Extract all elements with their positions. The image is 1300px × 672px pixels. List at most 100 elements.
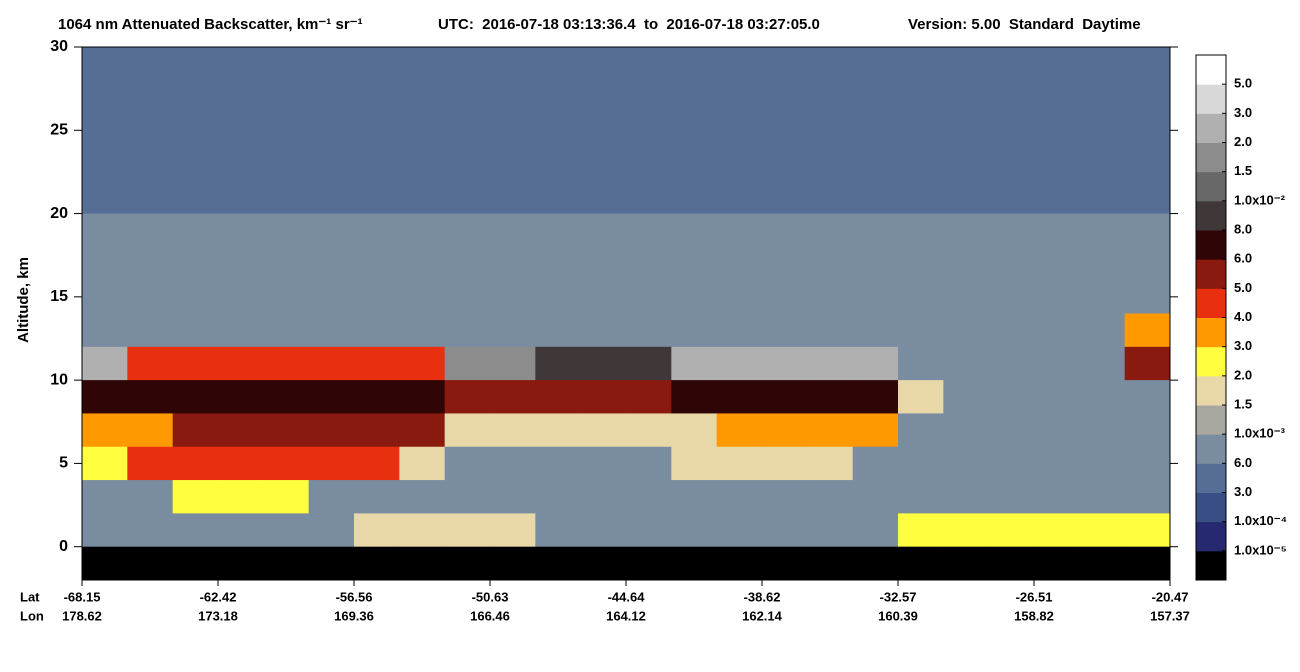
heat-cell: [444, 113, 491, 148]
heat-cell: [716, 413, 763, 448]
heat-cell: [1034, 346, 1080, 381]
heat-cell: [127, 346, 174, 381]
heat-cell: [444, 213, 491, 248]
heat-cell: [399, 180, 446, 215]
heat-cell: [172, 246, 219, 281]
heat-cell: [308, 213, 355, 248]
x-tick-label: 178.62: [62, 608, 102, 623]
heat-cell: [1124, 380, 1171, 414]
heat-cell: [490, 280, 536, 314]
colorbar-cell: [1196, 550, 1226, 581]
heat-cell: [172, 313, 219, 348]
heat-cell: [807, 180, 854, 215]
heat-cell: [172, 480, 219, 514]
heat-cell: [263, 346, 310, 381]
heat-cell: [671, 346, 718, 381]
heat-cell: [490, 146, 536, 181]
heat-cell: [852, 380, 899, 414]
heat-cell: [626, 513, 672, 548]
heat-cell: [943, 513, 990, 548]
heat-cell: [82, 480, 128, 514]
heat-cell: [943, 113, 990, 148]
heat-cell: [399, 546, 446, 581]
colorbar-tick-label: 3.0: [1234, 105, 1252, 120]
colorbar-tick-label: 8.0: [1234, 221, 1252, 236]
colorbar-tick-label: 6.0: [1234, 455, 1252, 470]
heat-cell: [535, 246, 582, 281]
heat-cell: [671, 213, 718, 248]
colorbar-tick-label: 1.0x10⁻³: [1234, 426, 1286, 441]
heat-cell: [172, 80, 219, 115]
heat-cell: [988, 113, 1035, 148]
heat-cell: [444, 546, 491, 581]
heat-cell: [807, 380, 854, 414]
heat-cell: [127, 313, 174, 348]
heat-cell: [988, 380, 1035, 414]
heat-cell: [898, 180, 944, 215]
heat-cell: [399, 413, 446, 448]
colorbar-tick-label: 3.0: [1234, 484, 1252, 499]
heat-cell: [943, 346, 990, 381]
heat-cell: [354, 180, 400, 215]
heat-cell: [580, 180, 627, 215]
heat-cell: [943, 446, 990, 481]
colorbar-cell: [1196, 230, 1226, 260]
colorbar-cell: [1196, 200, 1226, 231]
heat-cell: [762, 180, 808, 215]
heat-cell: [943, 47, 990, 81]
colorbar-tick-label: 5.0: [1234, 76, 1252, 91]
heat-cell: [263, 47, 310, 81]
heat-cell: [671, 313, 718, 348]
heat-cell: [807, 480, 854, 514]
chart-subtitle: UTC: 2016-07-18 03:13:36.4 to 2016-07-18…: [438, 16, 820, 33]
heat-cell: [82, 246, 128, 281]
heat-cell: [82, 180, 128, 215]
heat-cell: [807, 146, 854, 181]
x-tick-label: -50.63: [472, 589, 509, 604]
heat-cell: [354, 413, 400, 448]
heat-cell: [263, 513, 310, 548]
heat-cell: [127, 380, 174, 414]
heat-cell: [852, 146, 899, 181]
heat-cell: [988, 513, 1035, 548]
heat-cell: [671, 80, 718, 115]
heat-cell: [218, 480, 264, 514]
heat-cell: [943, 546, 990, 581]
heat-cell: [308, 380, 355, 414]
heat-cell: [943, 280, 990, 314]
y-tick-label: 10: [50, 371, 68, 388]
heat-cell: [1034, 380, 1080, 414]
heat-cell: [988, 180, 1035, 215]
heat-cell: [444, 446, 491, 481]
heat-cell: [308, 113, 355, 148]
heat-cell: [762, 346, 808, 381]
heat-cell: [490, 513, 536, 548]
heat-cell: [490, 113, 536, 148]
heat-cell: [988, 80, 1035, 115]
heat-cell: [263, 246, 310, 281]
heat-cell: [943, 146, 990, 181]
colorbar-tick-label: 2.0: [1234, 367, 1252, 382]
chart-title: 1064 nm Attenuated Backscatter, km⁻¹ sr⁻…: [58, 16, 363, 33]
heat-cell: [399, 513, 446, 548]
colorbar-cell: [1196, 405, 1226, 435]
heat-cell: [852, 80, 899, 115]
heat-cell: [399, 446, 446, 481]
heat-cell: [399, 280, 446, 314]
heat-cell: [308, 280, 355, 314]
heat-cell: [127, 480, 174, 514]
heat-cell: [444, 180, 491, 215]
heat-cell: [988, 246, 1035, 281]
colorbar-cell: [1196, 375, 1226, 406]
heat-cell: [399, 380, 446, 414]
heat-cell: [1079, 313, 1126, 348]
heat-cell: [762, 213, 808, 248]
heat-cell: [354, 113, 400, 148]
heat-cell: [263, 413, 310, 448]
heat-cell: [580, 346, 627, 381]
heat-cell: [807, 47, 854, 81]
heat-cell: [852, 513, 899, 548]
heat-cell: [716, 313, 763, 348]
heat-cell: [308, 546, 355, 581]
heat-cell: [127, 246, 174, 281]
